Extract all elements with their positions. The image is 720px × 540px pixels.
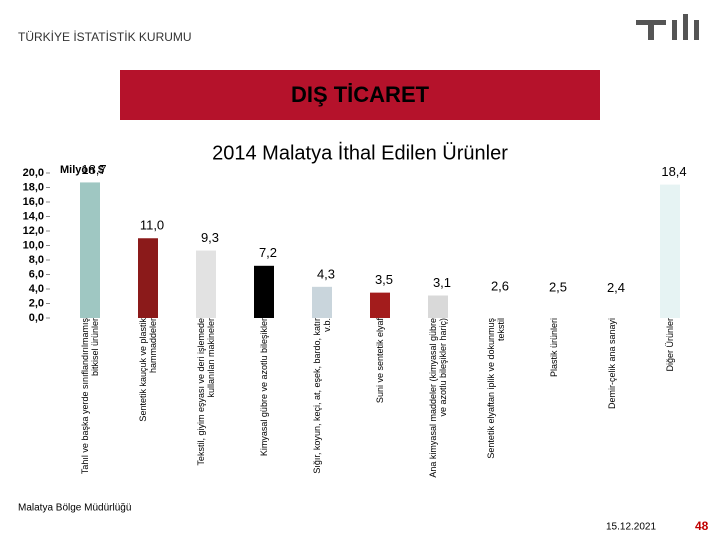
value-label: 3,5 [375,272,393,287]
y-tick-label: 18,0 [23,181,44,193]
value-label: 2,6 [491,279,509,294]
category-label: Kimyasal gübre ve azotlu bileşikler [259,318,269,457]
value-label: 18,4 [661,164,686,179]
y-tick-label: 0,0 [29,312,44,324]
footer-date: 15.12.2021 [606,522,656,533]
category-label: Plastik ürünleri [549,318,559,378]
y-axis-label: Milyon $ [60,164,104,176]
category-label: Sığır, koyun, keçi, at, eşek, bardo, kat… [312,318,332,474]
value-label: 2,4 [607,280,625,295]
category-label: Ana kimyasal maddeler (kimyasal gübre ve… [428,318,448,478]
bar [660,184,680,318]
value-label: 18,7 [81,162,106,177]
y-tick-label: 20,0 [23,167,44,179]
bar [138,238,158,318]
y-tick-label: 2,0 [29,297,44,309]
bar [602,300,622,318]
category-label: Sentetik elyaftan iplik ve dokunmuş teks… [486,318,506,459]
y-tick-label: 16,0 [23,196,44,208]
bar [370,292,390,318]
value-label: 2,5 [549,279,567,294]
category-label: Demir-çelik ana sanayi [607,318,617,410]
value-label: 3,1 [433,275,451,290]
footer-office: Malatya Bölge Müdürlüğü [18,503,131,514]
value-label: 11,0 [140,218,164,233]
bar [80,182,100,318]
chart-title: 2014 Malatya İthal Edilen Ürünler [212,141,508,164]
y-tick-label: 6,0 [29,268,44,280]
category-label: Tahıl ve başka yerde sınıflandırılmamış … [80,318,100,475]
category-label: Tekstil, giyim eşyası ve deri işlemede k… [196,318,216,466]
y-tick-label: 8,0 [29,254,44,266]
value-label: 4,3 [317,266,335,281]
value-label: 9,3 [201,230,219,245]
y-tick-label: 12,0 [23,225,44,237]
y-tick-label: 10,0 [23,239,44,251]
page-number: 48 [695,519,709,533]
bar [312,286,332,318]
bar [544,299,564,318]
category-label: Diğer Ürünler [665,318,675,372]
category-label: Sentetik kauçuk ve plastik hammaddeler [138,318,158,422]
bar [196,250,216,318]
logo [636,14,699,40]
org-name: TÜRKİYE İSTATİSTİK KURUMU [18,30,192,44]
bar [428,295,448,318]
value-label: 7,2 [259,245,277,260]
y-tick-label: 4,0 [29,283,44,295]
category-label: Suni ve sentetik elyaf [375,318,385,404]
banner [120,70,600,120]
bar [486,299,506,318]
section-title: DIŞ TİCARET [291,82,430,107]
y-tick-label: 14,0 [23,210,44,222]
bar [254,265,274,318]
